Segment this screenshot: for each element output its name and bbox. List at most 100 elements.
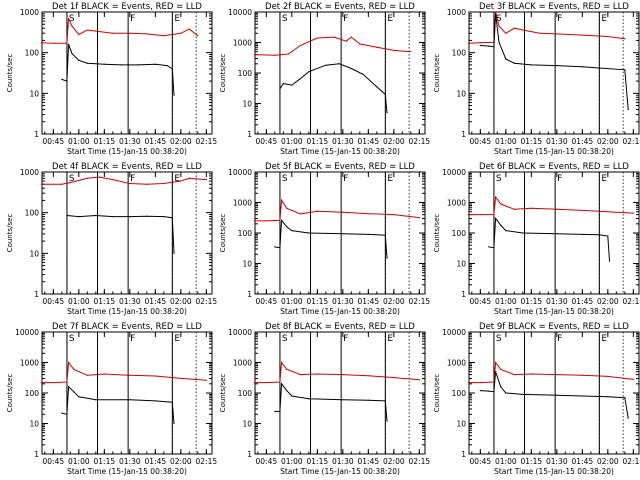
lld-data-point xyxy=(180,377,182,380)
x-axis-label: Start Time (15-Jan-15 00:38:20) xyxy=(280,147,400,156)
x-tick-label: 01:45 xyxy=(358,297,380,306)
x-tick-label: 01:30 xyxy=(332,457,354,466)
y-axis-label: Counts/sec xyxy=(6,54,14,93)
events-data-point xyxy=(505,392,507,394)
x-tick-label: 02:15 xyxy=(623,297,640,306)
lld-data-point xyxy=(205,379,207,381)
events-data-point xyxy=(530,64,532,66)
x-axis-label: Start Time (15-Jan-15 00:38:20) xyxy=(280,467,400,476)
panel-det-3: Det 3f BLACK = Events, RED = LLD S F E 1 10 10… xyxy=(433,2,640,156)
events-data-point xyxy=(66,413,68,415)
panel-det-2: Det 2f BLACK = Events, RED = LLD S F E 1 10 10… xyxy=(219,2,430,156)
events-data-point xyxy=(581,233,583,235)
segment-flag-s: S xyxy=(282,334,288,344)
events-data-point xyxy=(291,395,293,397)
y-tick-label: 10 xyxy=(242,100,252,109)
panel-title: Det 4f BLACK = Events, RED = LLD xyxy=(52,162,202,172)
series-lld-line xyxy=(468,361,634,384)
events-data-point xyxy=(68,386,70,388)
lld-data-point xyxy=(40,381,43,384)
x-tick-label: 02:15 xyxy=(409,457,431,466)
panel-title: Det 1f BLACK = Events, RED = LLD xyxy=(52,2,202,12)
x-tick-label: 01:15 xyxy=(521,297,543,306)
y-tick-label: 1 xyxy=(461,130,466,139)
lld-data-point xyxy=(129,182,131,185)
lld-data-point xyxy=(522,29,524,31)
events-data-point xyxy=(342,399,344,401)
events-data-point xyxy=(488,246,490,248)
lld-data-point xyxy=(286,368,288,370)
x-tick-label: 01:45 xyxy=(572,457,594,466)
segment-flag-f: F xyxy=(130,174,135,184)
x-tick-label: 01:15 xyxy=(307,137,329,146)
events-data-point xyxy=(493,391,495,393)
y-tick-label: 10 xyxy=(242,420,252,429)
events-data-point xyxy=(173,252,175,254)
events-data-point xyxy=(61,412,63,414)
lld-data-point xyxy=(632,378,634,380)
events-data-point xyxy=(279,410,281,412)
events-data-point xyxy=(171,217,173,219)
x-tick-label: 01:45 xyxy=(572,137,594,146)
lld-data-point xyxy=(505,32,507,34)
segment-flag-s: S xyxy=(496,174,502,184)
x-tick-label: 01:00 xyxy=(281,297,303,306)
y-tick-label: 1 xyxy=(461,450,466,459)
events-data-point xyxy=(627,108,629,111)
plot-frame xyxy=(41,11,213,135)
plot-frame xyxy=(41,331,213,455)
events-data-point xyxy=(495,371,497,373)
x-tick-label: 01:15 xyxy=(94,457,116,466)
y-tick-label: 1000 xyxy=(447,199,466,208)
y-tick-label: 10 xyxy=(242,260,252,269)
series-lld-line xyxy=(254,36,411,56)
lld-data-point xyxy=(530,373,532,375)
x-tick-label: 01:45 xyxy=(145,137,167,146)
x-tick-label: 00:45 xyxy=(43,457,65,466)
x-tick-label: 02:00 xyxy=(383,457,405,466)
events-data-point xyxy=(137,64,139,66)
lld-data-point xyxy=(98,176,100,178)
events-data-point xyxy=(286,389,288,392)
events-data-point xyxy=(598,67,600,69)
x-tick-label: 01:00 xyxy=(495,457,517,466)
events-data-point xyxy=(78,216,80,218)
events-data-point xyxy=(522,393,524,395)
events-data-point xyxy=(342,233,344,235)
y-axis-label: Counts/sec xyxy=(6,214,14,253)
x-tick-label: 01:15 xyxy=(94,137,116,146)
lld-data-point xyxy=(265,220,267,222)
y-tick-label: 1 xyxy=(461,290,466,299)
lld-data-point xyxy=(163,35,165,37)
lld-data-point xyxy=(556,33,558,35)
lld-data-point xyxy=(498,25,500,27)
y-tick-label: 100 xyxy=(25,389,40,398)
lld-data-point xyxy=(180,180,182,182)
lld-data-point xyxy=(86,29,88,31)
x-tick-label: 01:15 xyxy=(94,297,116,306)
y-tick-label: 1000 xyxy=(233,359,252,368)
events-data-point xyxy=(308,398,310,400)
x-tick-label: 01:30 xyxy=(332,297,354,306)
x-tick-label: 02:15 xyxy=(623,137,640,146)
lld-data-point xyxy=(418,379,420,381)
events-data-point xyxy=(299,78,301,80)
panel-title: Det 3f BLACK = Events, RED = LLD xyxy=(479,2,629,12)
plot-frame xyxy=(254,331,426,455)
lld-data-point xyxy=(495,196,497,198)
events-data-point xyxy=(367,233,369,235)
y-axis-label: Counts/sec xyxy=(219,374,227,413)
events-data-point xyxy=(146,215,148,217)
events-data-point xyxy=(556,233,558,235)
plot-frame xyxy=(41,171,213,295)
x-tick-label: 01:45 xyxy=(358,137,380,146)
x-tick-label: 02:15 xyxy=(196,457,218,466)
events-data-point xyxy=(338,63,341,65)
lld-data-point xyxy=(467,381,470,384)
lld-data-point xyxy=(530,207,532,209)
events-data-point xyxy=(281,383,283,385)
panel-title: Det 5f BLACK = Events, RED = LLD xyxy=(265,162,415,172)
events-data-point xyxy=(173,422,175,425)
y-tick-label: 10 xyxy=(456,89,466,98)
events-data-point xyxy=(61,78,63,81)
